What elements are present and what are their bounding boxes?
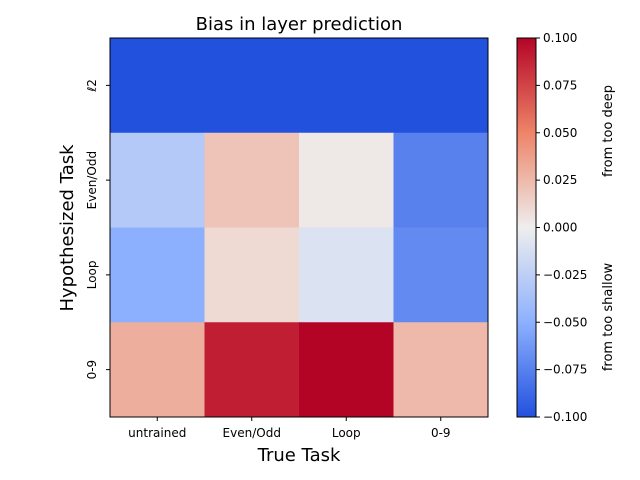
heatmap-cell — [299, 322, 394, 418]
x-tick-label: untrained — [128, 426, 186, 440]
heatmap-cell — [299, 132, 394, 228]
colorbar-ticks: 0.100 0.075 0.050 0.025 0.000 −0.025 −0.050 −0.… — [536, 31, 587, 424]
x-axis: untrained Even/Odd Loop 0-9 — [128, 417, 451, 440]
colorbar-label-lower: from too shallow — [601, 262, 616, 371]
heatmap-cell — [204, 227, 300, 323]
heatmap-cell — [393, 38, 489, 134]
heatmap-cell — [393, 227, 489, 323]
colorbar-tick-label: 0.025 — [543, 173, 577, 187]
colorbar-tick-label: 0.050 — [543, 126, 577, 140]
colorbar — [516, 37, 537, 418]
heatmap-cell — [393, 322, 489, 418]
colorbar-tick-label: 0.075 — [543, 78, 577, 92]
heatmap-cell — [204, 132, 300, 228]
colorbar-tick-label: −0.100 — [543, 410, 587, 424]
heatmap-cell — [110, 132, 205, 228]
x-tick-label: Loop — [332, 426, 361, 440]
y-axis: ℓ2 Even/Odd Loop 0-9 — [85, 79, 110, 379]
x-axis-label: True Task — [257, 445, 341, 466]
y-tick-label: Loop — [85, 260, 99, 289]
heatmap-cell — [393, 132, 489, 228]
heatmap-cell — [110, 227, 205, 323]
colorbar-tick-label: −0.025 — [543, 268, 587, 282]
x-tick-label: Even/Odd — [223, 426, 281, 440]
y-tick-label: ℓ2 — [85, 79, 99, 93]
heatmap-cell — [110, 38, 205, 134]
heatmap-cell — [299, 227, 394, 323]
colorbar-tick-label: −0.075 — [543, 363, 587, 377]
heatmap-cell — [204, 38, 300, 134]
colorbar-tick-label: −0.050 — [543, 315, 587, 329]
colorbar-label-upper: from too deep — [601, 85, 616, 177]
y-axis-label: Hypothesized Task — [57, 144, 78, 312]
y-tick-label: Even/Odd — [85, 151, 99, 209]
x-tick-label: 0-9 — [431, 426, 451, 440]
plot-frame — [109, 37, 489, 418]
colorbar-tick-label: 0.000 — [543, 221, 577, 235]
chart-title: Bias in layer prediction — [196, 14, 403, 35]
heatmap-cells — [110, 38, 489, 418]
y-tick-label: 0-9 — [85, 360, 99, 380]
heatmap-cell — [299, 38, 394, 134]
colorbar-tick-label: 0.100 — [543, 31, 577, 45]
heatmap-cell — [110, 322, 205, 418]
heatmap-cell — [204, 322, 300, 418]
